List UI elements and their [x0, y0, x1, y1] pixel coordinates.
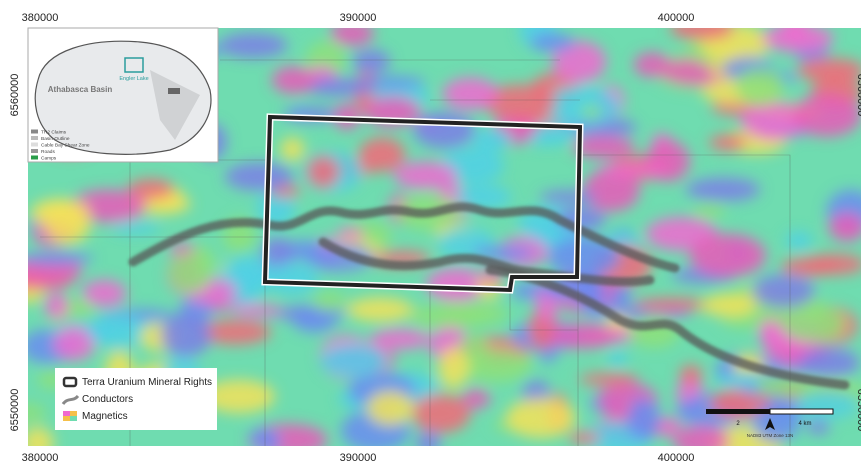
- magnetic-anomaly: [548, 324, 618, 349]
- legend-label: Terra Uranium Mineral Rights: [82, 377, 212, 388]
- magnetic-anomaly: [461, 349, 532, 382]
- magnetic-anomaly: [443, 78, 499, 110]
- magnetic-anomaly: [762, 24, 834, 52]
- magnetic-anomaly: [735, 67, 785, 106]
- inset-legend-label: Roads: [41, 149, 55, 155]
- magnetic-anomaly: [634, 298, 711, 311]
- northing-label: 6560000: [9, 74, 21, 117]
- magnetic-anomaly: [352, 49, 390, 73]
- magnetic-anomaly: [539, 190, 597, 204]
- inset-legend-label: TR2 Claims: [41, 130, 67, 136]
- inset-map: Athabasca Basin Engler Lake TR2 ClaimsBa…: [28, 28, 218, 162]
- scale-label: 4 km: [798, 421, 811, 427]
- magnetic-anomaly: [312, 292, 347, 312]
- easting-label: 390000: [340, 452, 377, 464]
- magnetic-anomaly: [700, 294, 757, 316]
- magnetic-anomaly: [367, 391, 414, 426]
- easting-label: 400000: [658, 12, 695, 24]
- legend-label: Conductors: [82, 394, 133, 405]
- magnetic-anomaly: [18, 252, 94, 264]
- magnetic-anomaly: [347, 297, 413, 322]
- magnetic-anomaly: [280, 137, 304, 161]
- magnetic-anomaly: [781, 304, 845, 342]
- magnetic-anomaly: [472, 127, 511, 151]
- magnetic-anomaly: [359, 137, 406, 172]
- magnetic-anomaly: [568, 432, 600, 444]
- magnetic-anomaly: [689, 234, 766, 277]
- magnetic-anomaly: [530, 33, 575, 52]
- projection-label: NAD83 UTM Zone 13N: [747, 433, 794, 438]
- magnetic-anomaly: [694, 203, 727, 217]
- inset-legend-label: Camps: [41, 156, 57, 162]
- map: Athabasca Basin Engler Lake TR2 ClaimsBa…: [0, 0, 861, 466]
- magnetic-anomaly: [272, 66, 316, 94]
- magnetic-anomaly: [794, 391, 860, 419]
- magnetic-anomaly: [627, 398, 661, 441]
- magnetic-anomaly: [33, 202, 88, 214]
- magnetic-anomaly: [320, 343, 388, 377]
- magnetic-anomaly: [598, 164, 669, 176]
- magnetic-anomaly: [87, 314, 148, 348]
- magnetic-anomaly: [785, 231, 812, 250]
- easting-label: 380000: [22, 452, 59, 464]
- magnetic-anomaly: [800, 348, 860, 378]
- inset-legend-label: Cable Bay Shear Zone: [41, 143, 90, 149]
- magnetic-anomaly: [752, 275, 815, 309]
- magnetic-anomaly: [416, 431, 441, 456]
- magnetic-anomaly: [307, 156, 339, 188]
- inset-legend-swatch: [31, 149, 38, 153]
- legend: Terra Uranium Mineral Rights Conductors …: [55, 368, 217, 430]
- magnetic-anomaly: [225, 162, 294, 190]
- magnetic-anomaly: [371, 329, 430, 349]
- magnetic-anomaly: [110, 222, 160, 234]
- magnetic-anomaly: [161, 313, 212, 357]
- magnetic-anomaly: [579, 373, 639, 386]
- easting-label: 380000: [22, 12, 59, 24]
- magnetic-anomaly: [781, 258, 838, 276]
- magnetic-anomaly: [45, 292, 69, 319]
- magnetic-anomaly: [439, 303, 509, 325]
- magnetic-anomaly: [233, 304, 281, 316]
- easting-label: 400000: [658, 452, 695, 464]
- magnetic-anomaly: [607, 351, 628, 367]
- lake-label: Engler Lake: [119, 76, 148, 82]
- magnetic-anomaly: [394, 162, 457, 190]
- magnetic-anomaly: [412, 394, 470, 433]
- magnetic-anomaly: [792, 94, 861, 136]
- magnetic-anomaly: [169, 253, 212, 294]
- magnetic-anomaly: [438, 348, 469, 389]
- magnetic-anomaly: [218, 33, 287, 59]
- inset-legend-swatch: [31, 130, 38, 134]
- northing-label: 6550000: [9, 389, 21, 432]
- inset-legend-swatch: [31, 143, 38, 147]
- easting-label: 390000: [340, 12, 377, 24]
- magnetic-anomaly: [581, 105, 601, 118]
- inset-legend-swatch: [31, 136, 38, 140]
- magnetic-anomaly: [680, 365, 703, 384]
- magnetic-anomaly: [82, 280, 126, 307]
- magnetic-anomaly: [413, 112, 475, 149]
- northing-label: 6560000: [855, 74, 861, 117]
- magnetic-anomaly: [686, 178, 760, 202]
- magnetic-anomaly: [709, 135, 747, 151]
- legend-label: Magnetics: [82, 411, 128, 422]
- magnetic-anomaly: [634, 52, 671, 77]
- northing-label: 6550000: [855, 389, 861, 432]
- magnetic-anomaly: [330, 20, 374, 45]
- magnetic-anomaly: [759, 319, 779, 348]
- inset-legend-label: Basin Outline: [41, 136, 70, 142]
- inset-legend-swatch: [31, 156, 38, 160]
- magnetic-anomaly: [506, 398, 576, 438]
- basin-label: Athabasca Basin: [48, 85, 113, 94]
